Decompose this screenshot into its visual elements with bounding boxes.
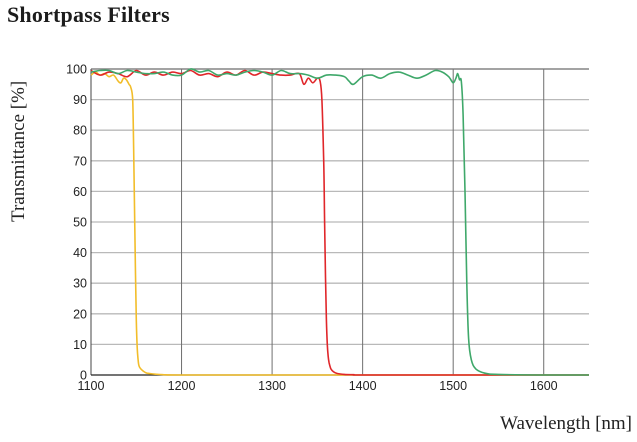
x-tick-label: 1300: [258, 379, 286, 393]
x-tick-label: 1200: [168, 379, 196, 393]
x-axis-label: Wavelength [nm]: [500, 413, 632, 434]
y-tick-labels: 0 10 20 30 40 50 60 70 80 90 100: [66, 63, 87, 383]
y-tick-label: 30: [73, 277, 87, 291]
series-line-1: [90, 71, 589, 376]
x-tick-label: 1100: [78, 379, 105, 393]
series-line-2: [90, 69, 589, 376]
y-tick-label: 80: [73, 124, 87, 138]
x-tick-labels: 1100 1200 1300 1400 1500 1600: [78, 379, 558, 393]
y-tick-label: 50: [73, 216, 87, 230]
series-line-3: [90, 68, 589, 376]
page-title: Shortpass Filters: [7, 2, 170, 27]
y-tick-label: 100: [66, 63, 87, 77]
y-tick-label: 70: [73, 154, 87, 168]
x-tick-label: 1400: [349, 379, 377, 393]
grid-lines: [91, 68, 589, 375]
x-tick-label: 1500: [439, 379, 467, 393]
y-tick-label: 0: [80, 369, 87, 383]
y-tick-label: 90: [73, 93, 87, 107]
x-tick-label: 1600: [530, 379, 558, 393]
y-tick-label: 40: [73, 246, 87, 260]
y-tick-label: 20: [73, 307, 87, 321]
y-tick-label: 60: [73, 185, 87, 199]
data-series: [90, 68, 589, 376]
y-tick-label: 10: [73, 338, 87, 352]
